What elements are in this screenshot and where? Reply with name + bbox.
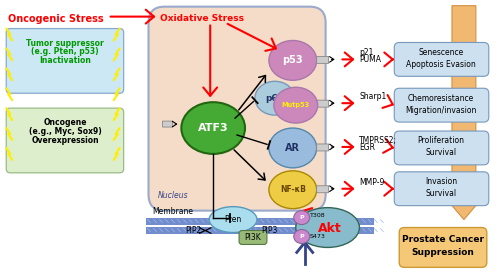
Text: Prostate Cancer: Prostate Cancer <box>402 235 484 244</box>
Text: Mutp53: Mutp53 <box>282 102 310 108</box>
FancyBboxPatch shape <box>6 108 124 173</box>
Text: Akt: Akt <box>318 222 342 235</box>
Text: Nucleus: Nucleus <box>158 191 188 200</box>
FancyBboxPatch shape <box>399 227 487 267</box>
Text: T308: T308 <box>310 213 326 218</box>
Ellipse shape <box>296 208 360 248</box>
Text: Oncogene: Oncogene <box>43 118 86 127</box>
Text: Chemoresistance: Chemoresistance <box>408 94 474 103</box>
FancyBboxPatch shape <box>316 56 328 63</box>
Text: TMPRSS2;: TMPRSS2; <box>360 136 398 145</box>
Text: Survival: Survival <box>426 148 456 157</box>
Text: Invasion: Invasion <box>425 177 457 186</box>
FancyBboxPatch shape <box>394 131 489 165</box>
Text: (e.g. Pten, p53): (e.g. Pten, p53) <box>31 48 99 56</box>
Text: S473: S473 <box>310 234 326 239</box>
FancyBboxPatch shape <box>148 7 326 211</box>
Text: p63: p63 <box>266 94 284 103</box>
FancyBboxPatch shape <box>316 100 328 107</box>
Text: Suppression: Suppression <box>412 248 474 257</box>
Ellipse shape <box>182 102 245 154</box>
FancyBboxPatch shape <box>239 230 267 244</box>
FancyArrow shape <box>447 6 481 219</box>
Ellipse shape <box>269 128 316 168</box>
Text: Tumor suppressor: Tumor suppressor <box>26 39 104 48</box>
Ellipse shape <box>255 81 295 115</box>
Text: Pten: Pten <box>224 215 242 224</box>
Text: AR: AR <box>286 143 300 153</box>
Text: Oxidative Stress: Oxidative Stress <box>160 14 244 23</box>
Text: Survival: Survival <box>426 189 456 198</box>
Text: Proliferation: Proliferation <box>418 136 465 145</box>
Text: Membrane: Membrane <box>152 207 194 216</box>
FancyBboxPatch shape <box>162 121 172 127</box>
Text: EGR: EGR <box>360 143 376 152</box>
Text: Overexpression: Overexpression <box>31 136 99 145</box>
Text: Sharp1: Sharp1 <box>360 92 386 101</box>
Ellipse shape <box>209 207 257 233</box>
Ellipse shape <box>294 211 310 225</box>
FancyBboxPatch shape <box>394 42 489 76</box>
FancyBboxPatch shape <box>316 144 328 151</box>
Ellipse shape <box>269 40 316 80</box>
Text: Inactivation: Inactivation <box>39 56 91 65</box>
Text: Migration/invasion: Migration/invasion <box>406 106 476 115</box>
Ellipse shape <box>294 230 310 243</box>
FancyBboxPatch shape <box>316 186 328 193</box>
Text: PIP3: PIP3 <box>262 226 278 235</box>
Text: p21: p21 <box>360 48 374 57</box>
Text: Oncogenic Stress: Oncogenic Stress <box>8 14 104 24</box>
Ellipse shape <box>269 171 316 209</box>
Text: PI3K: PI3K <box>244 233 262 242</box>
Text: (e.g., Myc, Sox9): (e.g., Myc, Sox9) <box>28 127 102 136</box>
Text: PIP2: PIP2 <box>185 226 202 235</box>
Bar <box>146 227 374 233</box>
Ellipse shape <box>274 87 318 123</box>
Text: P: P <box>300 215 304 220</box>
FancyBboxPatch shape <box>394 172 489 206</box>
Bar <box>146 218 374 225</box>
Text: MMP-9: MMP-9 <box>360 178 385 187</box>
Text: ATF3: ATF3 <box>198 123 228 133</box>
Text: P: P <box>300 234 304 239</box>
FancyBboxPatch shape <box>6 29 124 93</box>
Text: p53: p53 <box>282 55 303 65</box>
Text: Senescence: Senescence <box>418 48 464 57</box>
FancyBboxPatch shape <box>394 88 489 122</box>
Text: Apoptosis Evasion: Apoptosis Evasion <box>406 60 476 69</box>
Text: NF-κB: NF-κB <box>280 185 305 194</box>
Text: PUMA: PUMA <box>360 55 382 64</box>
